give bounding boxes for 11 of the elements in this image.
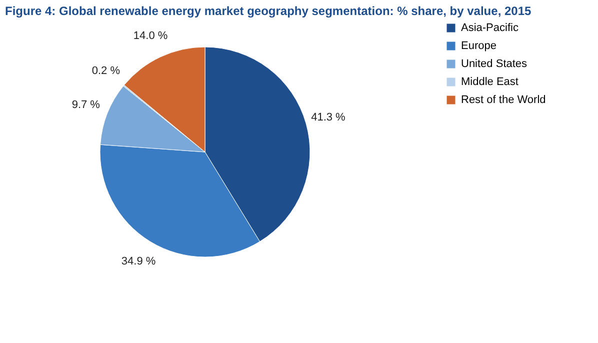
legend-label: Rest of the World: [461, 94, 546, 106]
legend-label: Asia-Pacific: [461, 22, 519, 34]
data-label: 14.0 %: [133, 30, 168, 42]
chart-title: Figure 4: Global renewable energy market geography segmentation: % share, by value, 2015: [5, 4, 532, 18]
data-label: 34.9 %: [121, 255, 156, 268]
data-label: 0.2 %: [92, 64, 120, 77]
legend-label: Europe: [461, 40, 496, 52]
data-label: 41.3 %: [311, 111, 346, 124]
legend-label: United States: [461, 58, 528, 70]
legend-label: Middle East: [461, 76, 518, 88]
data-label: 9.7 %: [72, 99, 100, 112]
